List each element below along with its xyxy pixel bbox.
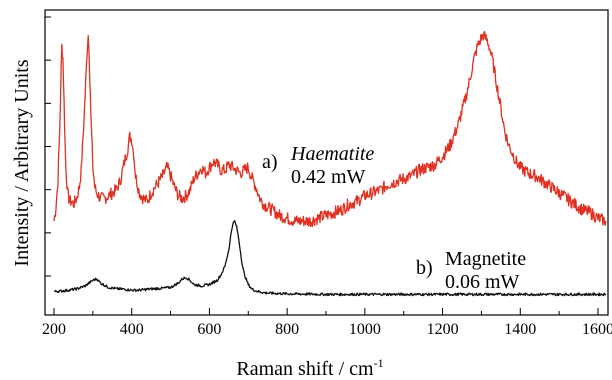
x-axis-label: Raman shift / cm-1: [236, 356, 383, 380]
magnetite-annotation: b) Magnetite 0.06 mW: [416, 248, 526, 293]
haematite-annotation: a) Haematite 0.42 mW: [262, 143, 374, 188]
magnetite-annotation-name: Magnetite: [445, 248, 526, 270]
x-tick-label-1200: 1200: [427, 321, 459, 338]
magnetite-line: [53, 220, 607, 297]
haematite-annotation-power: 0.42 mW: [291, 166, 366, 188]
series-layer: [53, 30, 607, 297]
magnetite-annotation-power: 0.06 mW: [445, 271, 520, 293]
x-tick-label-1400: 1400: [504, 321, 536, 338]
haematite-annotation-name: Haematite: [290, 143, 374, 165]
x-tick-label-400: 400: [120, 321, 144, 338]
haematite-line: [53, 30, 607, 228]
x-tick-label-600: 600: [197, 321, 221, 338]
x-tick-label-1600: 1600: [582, 321, 612, 338]
x-axis-ticks: 200 400 600 800 1000 1200 1400 1600: [42, 308, 612, 338]
y-axis-ticks: [45, 16, 51, 277]
magnetite-annotation-prefix: b): [416, 257, 433, 279]
haematite-annotation-prefix: a): [262, 151, 278, 173]
x-tick-label-800: 800: [275, 321, 299, 338]
x-tick-label-200: 200: [42, 321, 66, 338]
x-tick-label-1000: 1000: [349, 321, 381, 338]
x-axis-label-main: Raman shift / cm: [236, 358, 374, 380]
y-axis-label: Intensity / Arbitrary Units: [11, 59, 33, 266]
x-axis-label-superscript: -1: [374, 356, 384, 370]
